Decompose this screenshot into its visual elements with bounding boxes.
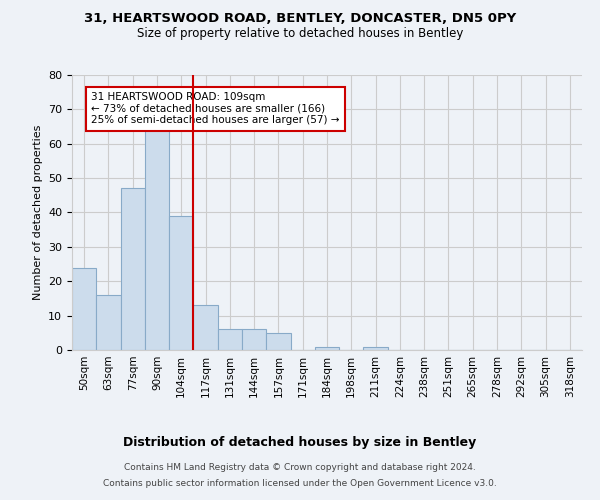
Text: Distribution of detached houses by size in Bentley: Distribution of detached houses by size …	[124, 436, 476, 449]
Text: Contains public sector information licensed under the Open Government Licence v3: Contains public sector information licen…	[103, 478, 497, 488]
Text: Contains HM Land Registry data © Crown copyright and database right 2024.: Contains HM Land Registry data © Crown c…	[124, 464, 476, 472]
Bar	[145, 123, 169, 350]
Text: 31, HEARTSWOOD ROAD, BENTLEY, DONCASTER, DN5 0PY: 31, HEARTSWOOD ROAD, BENTLEY, DONCASTER,…	[84, 12, 516, 26]
Bar	[315, 346, 339, 350]
Bar	[121, 188, 145, 350]
Bar	[242, 330, 266, 350]
Bar	[364, 346, 388, 350]
Bar	[193, 306, 218, 350]
Y-axis label: Number of detached properties: Number of detached properties	[32, 125, 43, 300]
Bar	[266, 333, 290, 350]
Text: Size of property relative to detached houses in Bentley: Size of property relative to detached ho…	[137, 28, 463, 40]
Bar	[72, 268, 96, 350]
Bar	[169, 216, 193, 350]
Bar	[218, 330, 242, 350]
Text: 31 HEARTSWOOD ROAD: 109sqm
← 73% of detached houses are smaller (166)
25% of sem: 31 HEARTSWOOD ROAD: 109sqm ← 73% of deta…	[91, 92, 340, 126]
Bar	[96, 295, 121, 350]
